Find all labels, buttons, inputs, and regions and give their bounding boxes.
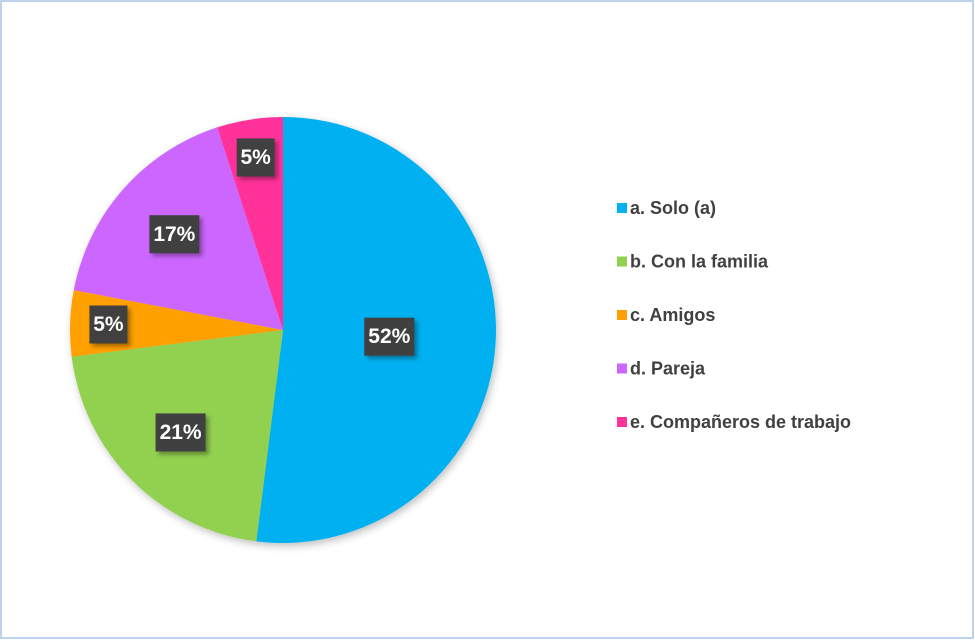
data-label-box — [236, 138, 275, 177]
legend-swatch — [617, 256, 627, 267]
data-label: 17% — [153, 223, 195, 246]
pie — [70, 117, 496, 543]
legend-label: c. Amigos — [630, 305, 715, 325]
data-label-box — [155, 413, 206, 452]
data-label: 21% — [160, 421, 202, 444]
data-label: 5% — [240, 146, 271, 169]
legend-label: e. Compañeros de trabajo — [630, 412, 851, 432]
legend-swatch — [617, 363, 627, 374]
data-label: 52% — [368, 325, 410, 348]
legend-swatch — [617, 203, 627, 213]
data-label-box — [89, 305, 128, 344]
legend-swatch — [617, 310, 627, 320]
data-label: 5% — [93, 313, 124, 336]
data-label-box — [364, 317, 415, 356]
legend-swatch — [617, 417, 627, 427]
legend-label: a. Solo (a) — [630, 198, 716, 218]
data-label-box — [149, 215, 200, 254]
legend-label: b. Con la familia — [630, 251, 769, 271]
legend-label: d. Pareja — [630, 358, 706, 378]
